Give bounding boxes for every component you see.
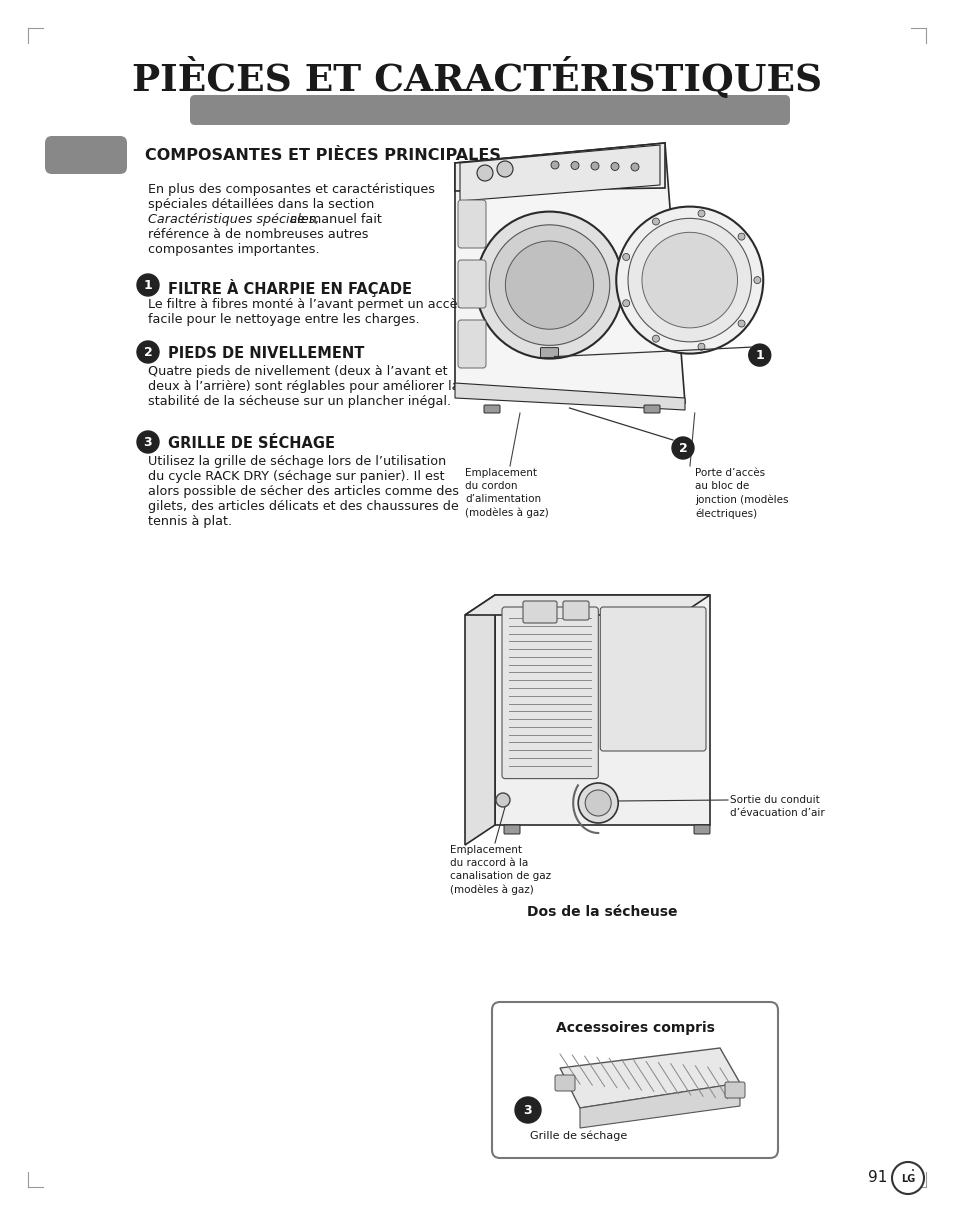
Circle shape [671, 437, 693, 459]
Text: référence à de nombreuses autres: référence à de nombreuses autres [148, 228, 368, 241]
FancyBboxPatch shape [540, 347, 558, 357]
Text: Accessoires compris: Accessoires compris [555, 1021, 714, 1035]
Circle shape [748, 344, 770, 366]
Circle shape [622, 300, 629, 306]
Circle shape [551, 162, 558, 169]
Circle shape [497, 162, 513, 177]
Circle shape [137, 275, 159, 296]
Text: 3: 3 [144, 436, 152, 450]
FancyBboxPatch shape [501, 608, 598, 779]
Circle shape [610, 163, 618, 170]
Polygon shape [464, 595, 709, 615]
Text: Utilisez la grille de séchage lors de l’utilisation: Utilisez la grille de séchage lors de l’… [148, 454, 446, 468]
Text: LG: LG [900, 1174, 914, 1183]
Text: alors possible de sécher des articles comme des: alors possible de sécher des articles co… [148, 485, 458, 498]
Text: Emplacement
du cordon
d’alimentation
(modèles à gaz): Emplacement du cordon d’alimentation (mo… [464, 468, 548, 519]
Text: Grille de séchage: Grille de séchage [530, 1131, 626, 1141]
Text: 1: 1 [144, 279, 152, 292]
Text: stabilité de la sécheuse sur un plancher inégal.: stabilité de la sécheuse sur un plancher… [148, 395, 451, 408]
Text: Sortie du conduit
d’évacuation d’air: Sortie du conduit d’évacuation d’air [729, 795, 824, 818]
Text: COMPOSANTES ET PIÈCES PRINCIPALES: COMPOSANTES ET PIÈCES PRINCIPALES [145, 148, 500, 164]
Text: deux à l’arrière) sont réglables pour améliorer la: deux à l’arrière) sont réglables pour am… [148, 380, 459, 392]
Circle shape [515, 1097, 540, 1123]
FancyBboxPatch shape [599, 608, 705, 751]
FancyBboxPatch shape [693, 825, 709, 833]
Text: 1: 1 [755, 349, 763, 362]
FancyBboxPatch shape [457, 200, 485, 248]
Text: GRILLE DE SÉCHAGE: GRILLE DE SÉCHAGE [168, 436, 335, 451]
Circle shape [627, 219, 751, 341]
Circle shape [652, 335, 659, 343]
Text: 2: 2 [678, 442, 687, 454]
FancyBboxPatch shape [562, 601, 588, 620]
Text: En plus des composantes et caractéristiques: En plus des composantes et caractéristiq… [148, 183, 435, 196]
Circle shape [505, 241, 593, 329]
Circle shape [630, 163, 639, 171]
FancyBboxPatch shape [503, 825, 519, 833]
Polygon shape [455, 143, 684, 403]
Text: PIÈCES ET CARACTÉRISTIQUES: PIÈCES ET CARACTÉRISTIQUES [132, 57, 821, 98]
Polygon shape [464, 595, 495, 844]
FancyBboxPatch shape [492, 1002, 778, 1158]
Circle shape [590, 162, 598, 170]
Polygon shape [455, 383, 684, 409]
Circle shape [496, 793, 510, 807]
Circle shape [584, 790, 611, 816]
Polygon shape [495, 595, 709, 825]
Polygon shape [459, 145, 659, 200]
Text: ce manuel fait: ce manuel fait [285, 213, 381, 226]
Text: •: • [910, 1168, 914, 1174]
FancyBboxPatch shape [555, 1075, 575, 1091]
FancyBboxPatch shape [45, 136, 127, 174]
Circle shape [698, 210, 704, 217]
FancyBboxPatch shape [457, 260, 485, 307]
FancyBboxPatch shape [724, 1083, 744, 1098]
Text: gilets, des articles délicats et des chaussures de: gilets, des articles délicats et des cha… [148, 501, 458, 513]
Polygon shape [559, 1049, 740, 1108]
Circle shape [753, 277, 760, 283]
FancyBboxPatch shape [457, 320, 485, 368]
FancyBboxPatch shape [190, 95, 789, 125]
FancyBboxPatch shape [483, 405, 499, 413]
Circle shape [622, 254, 629, 260]
Circle shape [571, 162, 578, 170]
Text: 2: 2 [144, 346, 152, 358]
Circle shape [137, 341, 159, 363]
Circle shape [476, 211, 622, 358]
Text: du cycle RACK DRY (séchage sur panier). Il est: du cycle RACK DRY (séchage sur panier). … [148, 470, 444, 484]
Circle shape [137, 431, 159, 453]
Text: FILTRE À CHARPIE EN FAÇADE: FILTRE À CHARPIE EN FAÇADE [168, 279, 412, 296]
Circle shape [698, 343, 704, 350]
Circle shape [652, 217, 659, 225]
Polygon shape [579, 1083, 740, 1128]
Text: facile pour le nettoyage entre les charges.: facile pour le nettoyage entre les charg… [148, 313, 419, 326]
Circle shape [578, 782, 618, 823]
Text: 3: 3 [523, 1104, 532, 1117]
Text: Le filtre à fibres monté à l’avant permet un accès: Le filtre à fibres monté à l’avant perme… [148, 298, 464, 311]
Text: 91: 91 [867, 1170, 886, 1186]
Circle shape [738, 233, 744, 241]
Text: Porte d’accès
au bloc de
jonction (modèles
électriques): Porte d’accès au bloc de jonction (modèl… [695, 468, 788, 519]
Text: Emplacement
du raccord à la
canalisation de gaz
(modèles à gaz): Emplacement du raccord à la canalisation… [450, 844, 551, 895]
Text: tennis à plat.: tennis à plat. [148, 515, 232, 529]
Circle shape [489, 225, 609, 345]
FancyBboxPatch shape [643, 405, 659, 413]
Text: PIEDS DE NIVELLEMENT: PIEDS DE NIVELLEMENT [168, 346, 364, 361]
Circle shape [476, 165, 493, 181]
Text: composantes importantes.: composantes importantes. [148, 243, 319, 256]
Circle shape [891, 1162, 923, 1194]
Circle shape [641, 232, 737, 328]
FancyBboxPatch shape [522, 601, 557, 623]
Polygon shape [455, 143, 664, 191]
Circle shape [616, 207, 762, 354]
Circle shape [738, 320, 744, 327]
Text: spéciales détaillées dans la section: spéciales détaillées dans la section [148, 198, 374, 211]
Text: Quatre pieds de nivellement (deux à l’avant et: Quatre pieds de nivellement (deux à l’av… [148, 364, 447, 378]
Text: Dos de la sécheuse: Dos de la sécheuse [526, 905, 677, 919]
Text: Caractéristiques spéciales,: Caractéristiques spéciales, [148, 213, 319, 226]
